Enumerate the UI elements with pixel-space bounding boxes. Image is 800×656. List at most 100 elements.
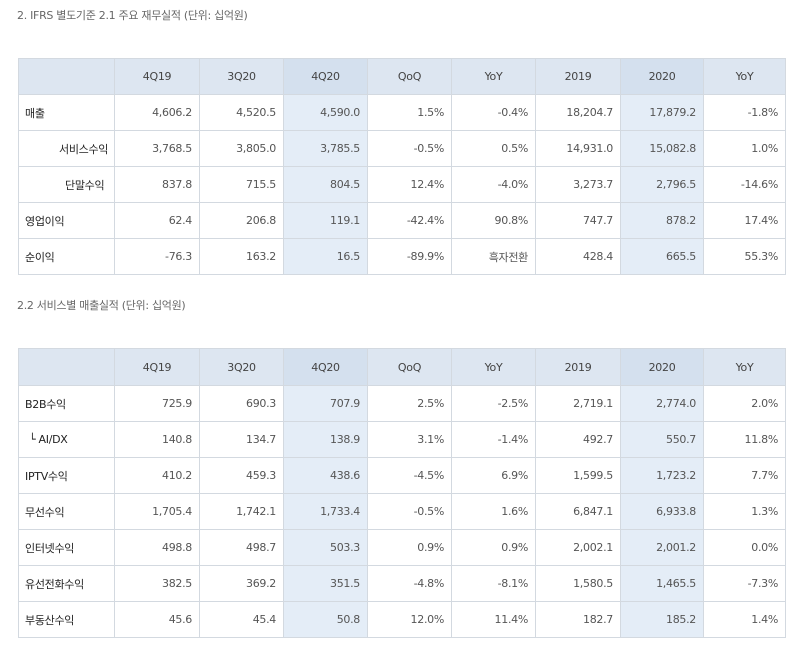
header-cell: 4Q20 — [283, 348, 368, 386]
table-cell: -89.9% — [367, 238, 452, 275]
header-cell: 2019 — [535, 58, 621, 95]
table-cell: -1.4% — [451, 421, 536, 458]
row-label: 단말수익 — [18, 166, 115, 203]
table-cell: 428.4 — [535, 238, 621, 275]
table-cell: 382.5 — [114, 565, 200, 602]
table-row: 단말수익 837.8 715.5 804.5 12.4% -4.0% 3,273… — [18, 166, 786, 203]
table-cell: 3,768.5 — [114, 130, 200, 167]
table-header-row: 4Q19 3Q20 4Q20 QoQ YoY 2019 2020 YoY — [18, 58, 786, 95]
header-cell: 4Q20 — [283, 58, 368, 95]
table-cell: 1,733.4 — [283, 493, 368, 530]
table-cell: 6,933.8 — [620, 493, 704, 530]
table-cell: 163.2 — [199, 238, 284, 275]
table-cell: 16.5 — [283, 238, 368, 275]
table-row: B2B수익 725.9 690.3 707.9 2.5% -2.5% 2,719… — [18, 385, 786, 422]
header-cell: QoQ — [367, 58, 452, 95]
table-row: 영업이익 62.4 206.8 119.1 -42.4% 90.8% 747.7… — [18, 202, 786, 239]
table-cell: 690.3 — [199, 385, 284, 422]
header-cell: YoY — [451, 348, 536, 386]
row-label: 부동산수익 — [18, 601, 115, 638]
table-cell: 1,580.5 — [535, 565, 621, 602]
table-cell: 1,723.2 — [620, 457, 704, 494]
table-cell: 2,774.0 — [620, 385, 704, 422]
section1-caption: 2. IFRS 별도기준 2.1 주요 재무실적 (단위: 십억원) — [17, 9, 248, 22]
table-cell: 1,742.1 — [199, 493, 284, 530]
table-cell: 185.2 — [620, 601, 704, 638]
row-label: 유선전화수익 — [18, 565, 115, 602]
header-cell: 2019 — [535, 348, 621, 386]
table-cell: 707.9 — [283, 385, 368, 422]
table-cell: 459.3 — [199, 457, 284, 494]
table-cell: 140.8 — [114, 421, 200, 458]
table-cell: 14,931.0 — [535, 130, 621, 167]
table-cell: -7.3% — [703, 565, 786, 602]
table-cell: -4.0% — [451, 166, 536, 203]
table-cell: 62.4 — [114, 202, 200, 239]
table-cell: 492.7 — [535, 421, 621, 458]
table-cell: 498.7 — [199, 529, 284, 566]
table-cell: 0.9% — [451, 529, 536, 566]
table-cell: 182.7 — [535, 601, 621, 638]
table-cell: 3,805.0 — [199, 130, 284, 167]
table-cell: 7.7% — [703, 457, 786, 494]
table-cell: 45.4 — [199, 601, 284, 638]
table-cell: 2.5% — [367, 385, 452, 422]
table-cell: -42.4% — [367, 202, 452, 239]
table-row: 부동산수익 45.6 45.4 50.8 12.0% 11.4% 182.7 1… — [18, 601, 786, 638]
table-row: 순이익 -76.3 163.2 16.5 -89.9% 흑자전환 428.4 6… — [18, 238, 786, 275]
table-cell: 138.9 — [283, 421, 368, 458]
table-cell: 흑자전환 — [451, 238, 536, 275]
row-label: IPTV수익 — [18, 457, 115, 494]
row-label: 매출 — [18, 94, 115, 131]
row-label: 영업이익 — [18, 202, 115, 239]
table-cell: -4.5% — [367, 457, 452, 494]
table-row: └ AI/DX 140.8 134.7 138.9 3.1% -1.4% 492… — [18, 421, 786, 458]
table-cell: 2,001.2 — [620, 529, 704, 566]
table-cell: 2,002.1 — [535, 529, 621, 566]
table-cell: 715.5 — [199, 166, 284, 203]
table-cell: 4,606.2 — [114, 94, 200, 131]
table-cell: 498.8 — [114, 529, 200, 566]
header-cell: 2020 — [620, 58, 704, 95]
header-cell — [18, 58, 115, 95]
table-cell: 1.0% — [703, 130, 786, 167]
table-cell: 2,796.5 — [620, 166, 704, 203]
table-cell: 18,204.7 — [535, 94, 621, 131]
table-row: 무선수익 1,705.4 1,742.1 1,733.4 -0.5% 1.6% … — [18, 493, 786, 530]
row-label: 서비스수익 — [18, 130, 115, 167]
header-cell: 3Q20 — [199, 58, 284, 95]
table-cell: 804.5 — [283, 166, 368, 203]
table-cell: 15,082.8 — [620, 130, 704, 167]
table-cell: 134.7 — [199, 421, 284, 458]
table-cell: 1.4% — [703, 601, 786, 638]
header-cell: 3Q20 — [199, 348, 284, 386]
table-cell: -76.3 — [114, 238, 200, 275]
table-cell: 17.4% — [703, 202, 786, 239]
table-cell: -8.1% — [451, 565, 536, 602]
table-cell: 55.3% — [703, 238, 786, 275]
header-cell: QoQ — [367, 348, 452, 386]
table-row: 서비스수익 3,768.5 3,805.0 3,785.5 -0.5% 0.5%… — [18, 130, 786, 167]
table-cell: 1,465.5 — [620, 565, 704, 602]
table-cell: 1.6% — [451, 493, 536, 530]
header-cell — [18, 348, 115, 386]
table-cell: 351.5 — [283, 565, 368, 602]
header-cell: 4Q19 — [114, 348, 200, 386]
table-cell: 1.5% — [367, 94, 452, 131]
table-cell: 878.2 — [620, 202, 704, 239]
table-cell: 725.9 — [114, 385, 200, 422]
table-cell: 11.8% — [703, 421, 786, 458]
table-cell: 1,599.5 — [535, 457, 621, 494]
table-cell: -0.4% — [451, 94, 536, 131]
table-cell: 4,590.0 — [283, 94, 368, 131]
service-revenue-table: 4Q19 3Q20 4Q20 QoQ YoY 2019 2020 YoY B2B… — [18, 348, 786, 638]
table-cell: 747.7 — [535, 202, 621, 239]
table-cell: 206.8 — [199, 202, 284, 239]
table-row: 유선전화수익 382.5 369.2 351.5 -4.8% -8.1% 1,5… — [18, 565, 786, 602]
table-cell: -0.5% — [367, 130, 452, 167]
table-cell: 50.8 — [283, 601, 368, 638]
table-cell: 2.0% — [703, 385, 786, 422]
header-cell: YoY — [703, 58, 786, 95]
row-label: └ AI/DX — [18, 421, 115, 458]
table-cell: 3,273.7 — [535, 166, 621, 203]
